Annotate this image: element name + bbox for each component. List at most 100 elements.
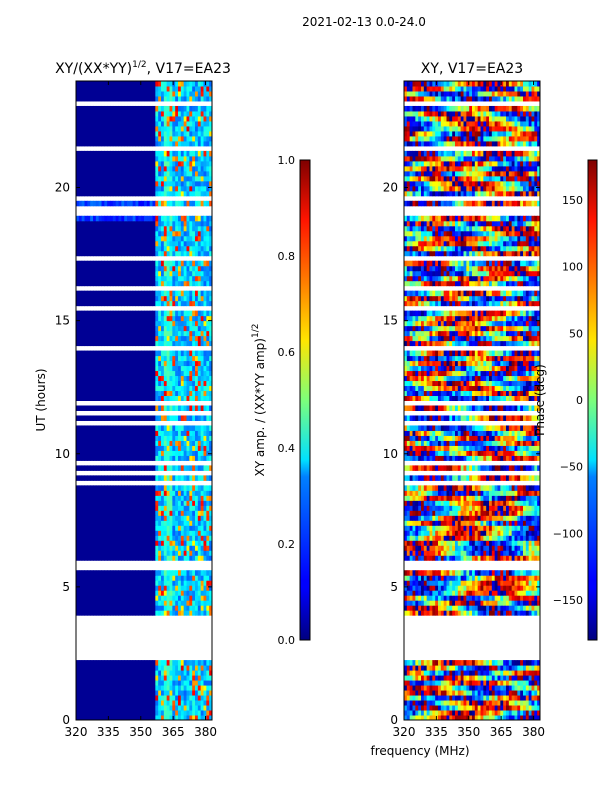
amp-cell (169, 525, 173, 531)
amp-cell (195, 415, 199, 421)
amp-cell (138, 125, 142, 132)
amp-cell (195, 335, 199, 342)
amp-cell (158, 595, 162, 601)
amp-cell (101, 335, 105, 342)
amp-cell (76, 185, 80, 192)
amp-cell (209, 705, 212, 711)
amp-cell (132, 115, 136, 122)
amp-cell (138, 550, 142, 556)
amp-cell (93, 440, 97, 446)
amp-cell (138, 555, 142, 561)
amp-cell (135, 485, 139, 491)
amp-cell (101, 405, 105, 411)
amp-cell (76, 580, 80, 586)
amp-cell (110, 81, 114, 87)
amp-cell (138, 185, 142, 192)
amp-cell (124, 485, 128, 491)
amp-cell (93, 230, 97, 237)
amp-cell (84, 340, 88, 347)
amp-cell (158, 505, 162, 511)
amp-cell (183, 680, 187, 686)
amp-cell (129, 315, 134, 322)
amp-cell (195, 275, 199, 282)
amp-cell (146, 220, 151, 227)
amp-cell (149, 140, 153, 147)
amp-cell (81, 200, 85, 207)
amp-cell (158, 710, 162, 716)
amp-cell (104, 190, 108, 197)
amp-cell (197, 290, 202, 297)
amp-cell (121, 190, 125, 197)
amp-cell (158, 190, 162, 197)
amp-cell (158, 160, 162, 167)
amp-cell (209, 275, 212, 282)
amp-cell (155, 675, 159, 681)
amp-cell (152, 700, 156, 706)
amp-cell (209, 135, 212, 142)
amp-cell (166, 330, 170, 337)
amp-cell (76, 280, 80, 287)
amp-cell (155, 130, 159, 137)
amp-cell (209, 190, 212, 197)
amp-cell (127, 155, 131, 162)
amp-cell (178, 90, 182, 97)
amp-cell (146, 95, 151, 102)
amp-cell (78, 385, 83, 392)
amp-cell (203, 120, 207, 127)
amp-cell (101, 240, 105, 247)
amp-cell (76, 230, 80, 237)
amp-cell (146, 675, 151, 681)
amp-cell (81, 295, 85, 302)
amp-cell (104, 280, 108, 287)
amp-cell (183, 160, 187, 167)
amp-cell (209, 335, 212, 342)
amp-cell (144, 405, 148, 411)
amp-cell (104, 350, 108, 357)
amp-cell (121, 270, 125, 277)
amp-cell (203, 525, 207, 531)
amp-cell (101, 540, 105, 546)
amp-cell (144, 215, 148, 222)
amp-cell (146, 250, 151, 257)
amp-cell (104, 670, 108, 676)
amp-cell (189, 240, 193, 247)
amp-cell (155, 525, 159, 531)
amp-cell (180, 695, 185, 701)
amp-cell (180, 385, 185, 392)
amp-cell (144, 365, 148, 372)
amp-cell (203, 555, 207, 561)
amp-cell (166, 685, 170, 691)
amp-cell (209, 340, 212, 347)
amp-cell (112, 705, 117, 711)
amp-cell (76, 425, 80, 431)
amp-cell (107, 165, 111, 172)
amp-cell (209, 680, 212, 686)
amp-cell (135, 165, 139, 172)
amp-cell (127, 270, 131, 277)
amp-cell (93, 95, 97, 102)
amp-cell (101, 680, 105, 686)
amp-cell (152, 555, 156, 561)
amp-cell (135, 95, 139, 102)
amp-cell (158, 220, 162, 227)
amp-cell (146, 125, 151, 132)
amp-cell (112, 660, 117, 666)
amp-cell (78, 510, 83, 516)
amp-cell (189, 450, 193, 456)
amp-cell (121, 385, 125, 392)
amp-cell (200, 300, 204, 307)
amp-cell (104, 125, 108, 132)
amp-cell (149, 670, 153, 676)
amp-cell (203, 140, 207, 147)
amp-cell (138, 690, 142, 696)
amp-cell (183, 81, 187, 87)
amp-cell (200, 590, 204, 596)
amp-cell (149, 395, 153, 401)
amp-cell (93, 675, 97, 681)
amp-cell (81, 660, 85, 666)
amp-cell (152, 90, 156, 97)
amp-cell (163, 580, 168, 586)
amp-cell (183, 130, 187, 137)
amp-cell (183, 675, 187, 681)
